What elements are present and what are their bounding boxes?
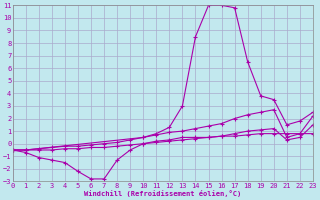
X-axis label: Windchill (Refroidissement éolien,°C): Windchill (Refroidissement éolien,°C) (84, 190, 242, 197)
